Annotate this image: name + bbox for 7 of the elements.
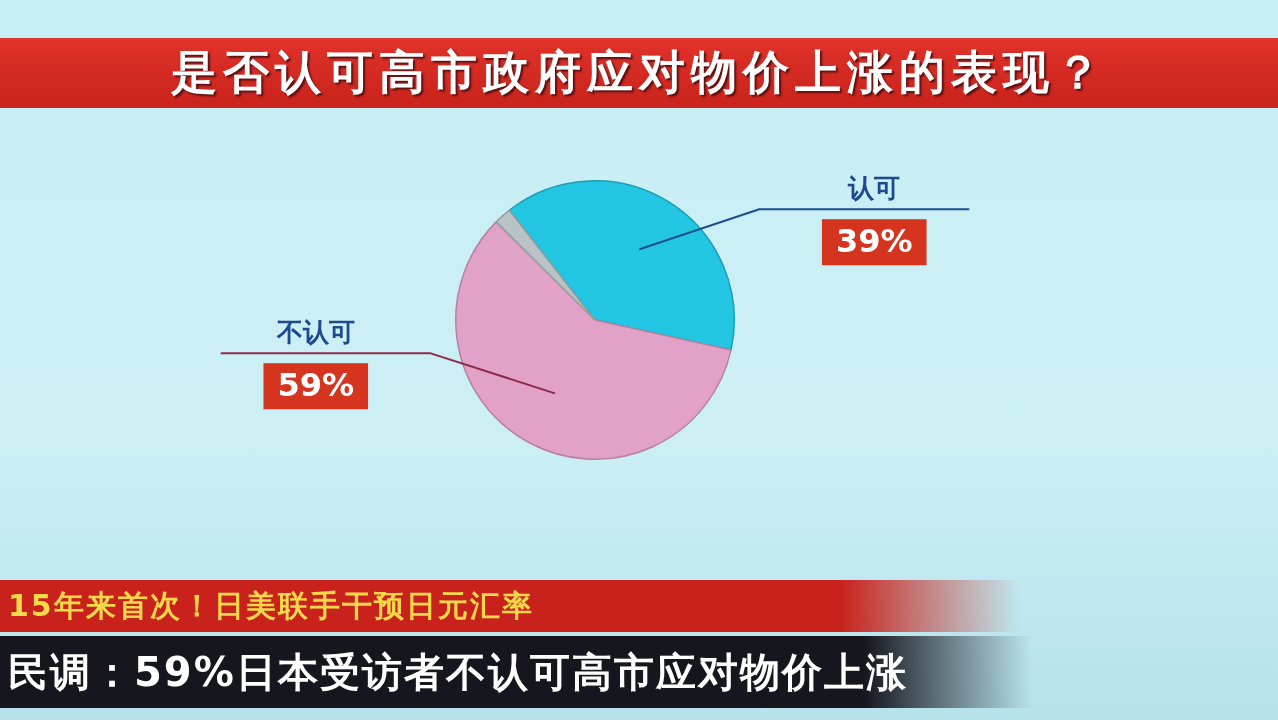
text: 民调：59%日本受访者不认可高市应对物价上涨	[8, 647, 908, 697]
text: 15年来首次！日美联手干预日元汇率	[8, 586, 534, 625]
slice-label: 认可	[847, 173, 901, 204]
chart-title: 是否认可高市政府应对物价上涨的表现？	[171, 44, 1107, 101]
slice-label: 不认可	[275, 317, 355, 348]
data-label: 39%	[835, 221, 913, 260]
data-label: 59%	[277, 365, 355, 404]
